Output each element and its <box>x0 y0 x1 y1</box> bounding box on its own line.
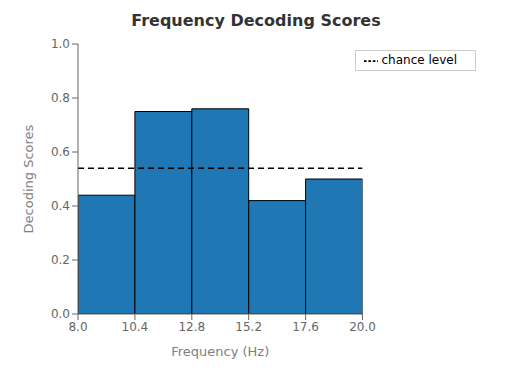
svg-text:0.2: 0.2 <box>51 253 70 267</box>
html-text:chance level: chance level <box>381 53 457 67</box>
svg-text:12.8: 12.8 <box>178 320 205 334</box>
svg-text:10.4: 10.4 <box>122 320 149 334</box>
svg-text:15.2: 15.2 <box>235 320 262 334</box>
svg-text:Decoding Scores: Decoding Scores <box>21 124 36 233</box>
svg-text:Frequency (Hz): Frequency (Hz) <box>171 344 269 359</box>
svg-text:0.6: 0.6 <box>51 145 70 159</box>
svg-text:0.0: 0.0 <box>51 307 70 321</box>
svg-text:20.0: 20.0 <box>349 320 376 334</box>
svg-text:0.8: 0.8 <box>51 91 70 105</box>
html-text:Frequency Decoding Scores: Frequency Decoding Scores <box>131 11 381 30</box>
svg-text:17.6: 17.6 <box>292 320 319 334</box>
svg-text:0.4: 0.4 <box>51 199 70 213</box>
svg-text:8.0: 8.0 <box>68 320 87 334</box>
svg-text:1.0: 1.0 <box>51 37 70 51</box>
